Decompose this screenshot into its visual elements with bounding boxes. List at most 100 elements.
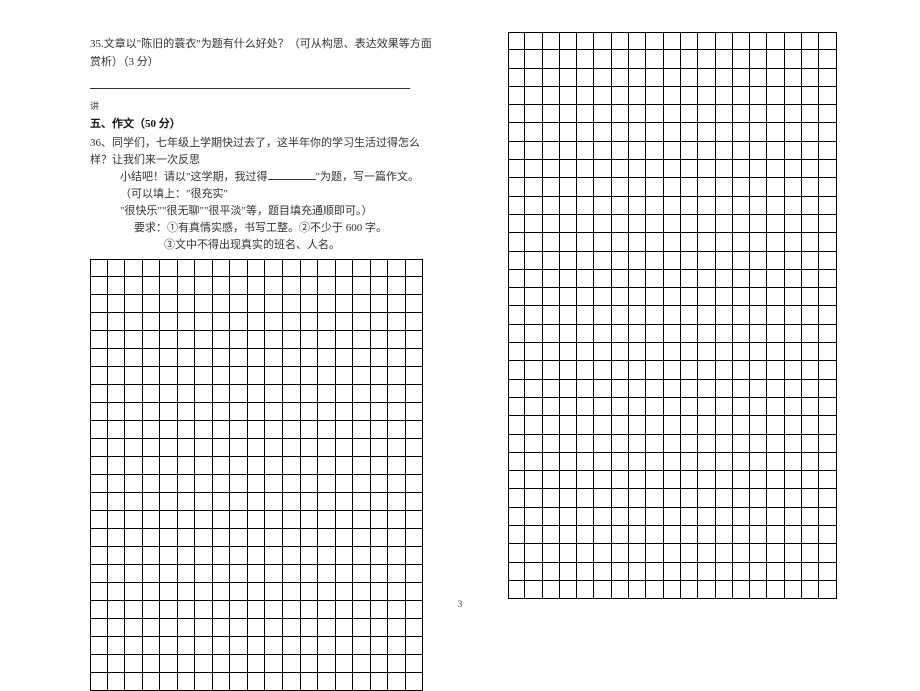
grid-cell (301, 421, 319, 439)
grid-cell (594, 563, 611, 581)
grid-cell (318, 475, 336, 493)
grid-cell (336, 331, 354, 349)
grid-cell (681, 160, 698, 178)
grid-cell (508, 325, 525, 343)
grid-cell (646, 288, 663, 306)
grid-cell (733, 233, 750, 251)
grid-cell (90, 547, 108, 565)
grid-cell (353, 277, 371, 295)
grid-cell (629, 306, 646, 324)
grid-cell (388, 565, 406, 583)
grid-cell (629, 215, 646, 233)
grid-cell (767, 471, 784, 489)
grid-cell (318, 619, 336, 637)
grid-cell (283, 331, 301, 349)
grid-cell (125, 367, 143, 385)
grid-cell (108, 421, 126, 439)
grid-cell (560, 87, 577, 105)
grid-row (508, 581, 840, 599)
grid-cell (698, 288, 715, 306)
grid-cell (646, 105, 663, 123)
question-36-block: 36、同学们，七年级上学期快过去了，这半年你的学习生活过得怎么样？让我们来一次反… (90, 135, 432, 254)
grid-cell (594, 453, 611, 471)
grid-cell (248, 385, 266, 403)
grid-cell (283, 421, 301, 439)
grid-cell (646, 563, 663, 581)
grid-cell (802, 270, 819, 288)
grid-cell (318, 331, 336, 349)
grid-cell (594, 471, 611, 489)
grid-cell (213, 421, 231, 439)
grid-cell (646, 526, 663, 544)
grid-cell (525, 581, 542, 599)
grid-cell (353, 529, 371, 547)
grid-cell (160, 475, 178, 493)
grid-cell (388, 259, 406, 277)
grid-cell (612, 489, 629, 507)
grid-cell (819, 544, 836, 562)
grid-cell (108, 385, 126, 403)
grid-cell (802, 508, 819, 526)
grid-cell (543, 508, 560, 526)
grid-cell (767, 105, 784, 123)
grid-cell (178, 673, 196, 691)
grid-cell (698, 69, 715, 87)
grid-cell (406, 349, 424, 367)
grid-cell (265, 511, 283, 529)
grid-cell (195, 439, 213, 457)
grid-cell (629, 489, 646, 507)
grid-cell (525, 471, 542, 489)
grid-cell (664, 416, 681, 434)
grid-cell (195, 475, 213, 493)
grid-cell (594, 526, 611, 544)
grid-cell (716, 325, 733, 343)
grid-cell (681, 50, 698, 68)
grid-cell (750, 288, 767, 306)
grid-cell (248, 331, 266, 349)
grid-cell (406, 493, 424, 511)
grid-cell (353, 439, 371, 457)
grid-cell (767, 416, 784, 434)
grid-cell (560, 435, 577, 453)
grid-cell (178, 259, 196, 277)
grid-cell (230, 547, 248, 565)
grid-cell (733, 142, 750, 160)
grid-cell (785, 380, 802, 398)
grid-cell (195, 421, 213, 439)
grid-cell (819, 398, 836, 416)
grid-cell (248, 547, 266, 565)
grid-cell (508, 306, 525, 324)
grid-cell (543, 288, 560, 306)
page-number: 3 (458, 599, 463, 609)
grid-cell (698, 325, 715, 343)
grid-cell (108, 277, 126, 295)
grid-cell (508, 50, 525, 68)
grid-cell (230, 529, 248, 547)
grid-row (90, 385, 432, 403)
grid-cell (698, 416, 715, 434)
grid-cell (508, 32, 525, 50)
grid-cell (248, 457, 266, 475)
grid-cell (750, 508, 767, 526)
grid-cell (733, 471, 750, 489)
grid-cell (612, 526, 629, 544)
grid-cell (802, 105, 819, 123)
grid-row (508, 123, 840, 141)
grid-row (508, 343, 840, 361)
grid-cell (318, 637, 336, 655)
grid-cell (353, 421, 371, 439)
grid-cell (336, 619, 354, 637)
grid-cell (733, 581, 750, 599)
grid-cell (767, 32, 784, 50)
grid-cell (178, 655, 196, 673)
grid-cell (594, 435, 611, 453)
grid-cell (681, 142, 698, 160)
grid-cell (629, 105, 646, 123)
grid-cell (388, 601, 406, 619)
grid-cell (178, 529, 196, 547)
grid-cell (371, 367, 389, 385)
grid-cell (508, 270, 525, 288)
grid-cell (646, 306, 663, 324)
grid-cell (716, 160, 733, 178)
q36-line-1: 36、同学们，七年级上学期快过去了，这半年你的学习生活过得怎么样？让我们来一次反… (90, 135, 432, 169)
